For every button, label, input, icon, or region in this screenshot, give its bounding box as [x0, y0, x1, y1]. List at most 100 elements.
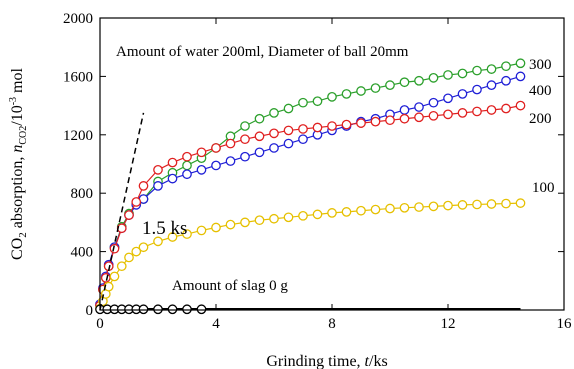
data-point	[167, 304, 178, 315]
data-point	[414, 202, 424, 212]
data-point	[472, 84, 482, 95]
data-point	[240, 134, 250, 145]
x-tick-label: 4	[212, 316, 220, 332]
data-point	[211, 143, 221, 153]
y-tick-label: 0	[86, 303, 94, 319]
data-point	[428, 73, 439, 83]
data-point	[182, 151, 192, 162]
data-point	[116, 261, 127, 272]
series-label-layer: 300 400 200 100	[529, 57, 555, 196]
tangent-dashed-line	[99, 112, 145, 311]
data-point	[356, 86, 366, 96]
data-point	[515, 198, 526, 208]
data-point	[414, 75, 424, 86]
data-point	[486, 105, 497, 115]
data-point	[414, 102, 424, 112]
data-point	[341, 119, 352, 130]
data-point	[211, 222, 221, 233]
data-point	[124, 210, 134, 220]
y-title-sub: 2	[17, 232, 29, 238]
data-point	[182, 160, 192, 171]
data-point	[457, 108, 468, 118]
series-label-300: 300	[529, 57, 552, 73]
x-title-var: t	[365, 353, 370, 369]
data-point	[167, 232, 178, 242]
data-point	[443, 200, 453, 211]
data-point	[254, 131, 265, 142]
data-point	[196, 304, 207, 315]
data-point	[457, 68, 468, 79]
y-tick-label: 1200	[63, 128, 93, 144]
data-point	[153, 304, 163, 315]
data-point	[298, 97, 308, 108]
data-point	[414, 112, 424, 123]
data-point	[269, 108, 279, 118]
data-point	[254, 147, 265, 158]
data-point	[312, 122, 323, 133]
data-point	[138, 242, 149, 253]
y-title-unit-post: mol	[9, 68, 26, 97]
data-point	[341, 207, 352, 217]
data-point	[443, 109, 453, 120]
data-point	[399, 105, 410, 115]
series-label-400: 400	[529, 83, 552, 99]
x-axis-title: Grinding time, t/ks	[266, 353, 387, 369]
y-title-unit-sup: -3	[8, 97, 19, 105]
data-point	[283, 103, 294, 114]
data-point	[138, 304, 149, 315]
data-point	[196, 164, 207, 175]
data-point	[443, 93, 453, 104]
y-title-pre: CO	[9, 238, 26, 260]
data-point	[486, 199, 497, 209]
data-point	[298, 124, 308, 134]
data-point	[515, 71, 526, 82]
x-title-unit: /ks	[369, 353, 388, 369]
annotation-time-marker: 1.5 ks	[142, 218, 187, 239]
data-point	[109, 271, 120, 282]
x-tick-label: 8	[328, 316, 336, 332]
data-point	[472, 106, 482, 117]
y-tick-label: 800	[71, 186, 94, 202]
data-point	[399, 113, 410, 124]
data-point	[472, 65, 482, 76]
data-point	[515, 58, 526, 69]
data-point	[443, 70, 453, 80]
data-point	[124, 252, 134, 263]
data-point	[356, 205, 366, 216]
x-title-text: Grinding time,	[266, 353, 364, 369]
data-point	[182, 169, 192, 180]
data-point	[501, 75, 511, 86]
data-point	[269, 128, 279, 139]
data-point	[225, 156, 236, 166]
data-point	[312, 96, 323, 107]
x-tick-label: 16	[557, 316, 573, 332]
data-point	[131, 197, 142, 207]
data-point	[182, 304, 192, 315]
data-point	[341, 89, 352, 99]
data-point	[501, 61, 511, 72]
data-point	[399, 77, 410, 88]
data-point	[240, 217, 250, 228]
data-point	[327, 91, 337, 102]
data-point	[312, 209, 323, 220]
data-point	[269, 213, 279, 224]
data-point	[196, 147, 207, 158]
data-point	[153, 236, 163, 247]
data-point	[225, 219, 236, 230]
data-point	[327, 208, 337, 218]
x-tick-label: 0	[96, 316, 104, 332]
data-point	[240, 121, 250, 131]
data-point	[153, 164, 163, 175]
y-tick-label: 2000	[63, 11, 93, 27]
data-point	[370, 204, 381, 215]
series-label-200: 200	[529, 111, 552, 127]
data-point	[370, 116, 381, 127]
data-point	[100, 273, 111, 283]
series-layer	[95, 58, 526, 315]
data-point	[138, 181, 149, 191]
tick-layer: 0 4 8 12 16 0 400 800 1200 1600 2000	[63, 11, 572, 332]
data-point	[385, 115, 395, 126]
y-title-var-sub: CO2	[18, 126, 29, 145]
data-point	[196, 225, 207, 236]
